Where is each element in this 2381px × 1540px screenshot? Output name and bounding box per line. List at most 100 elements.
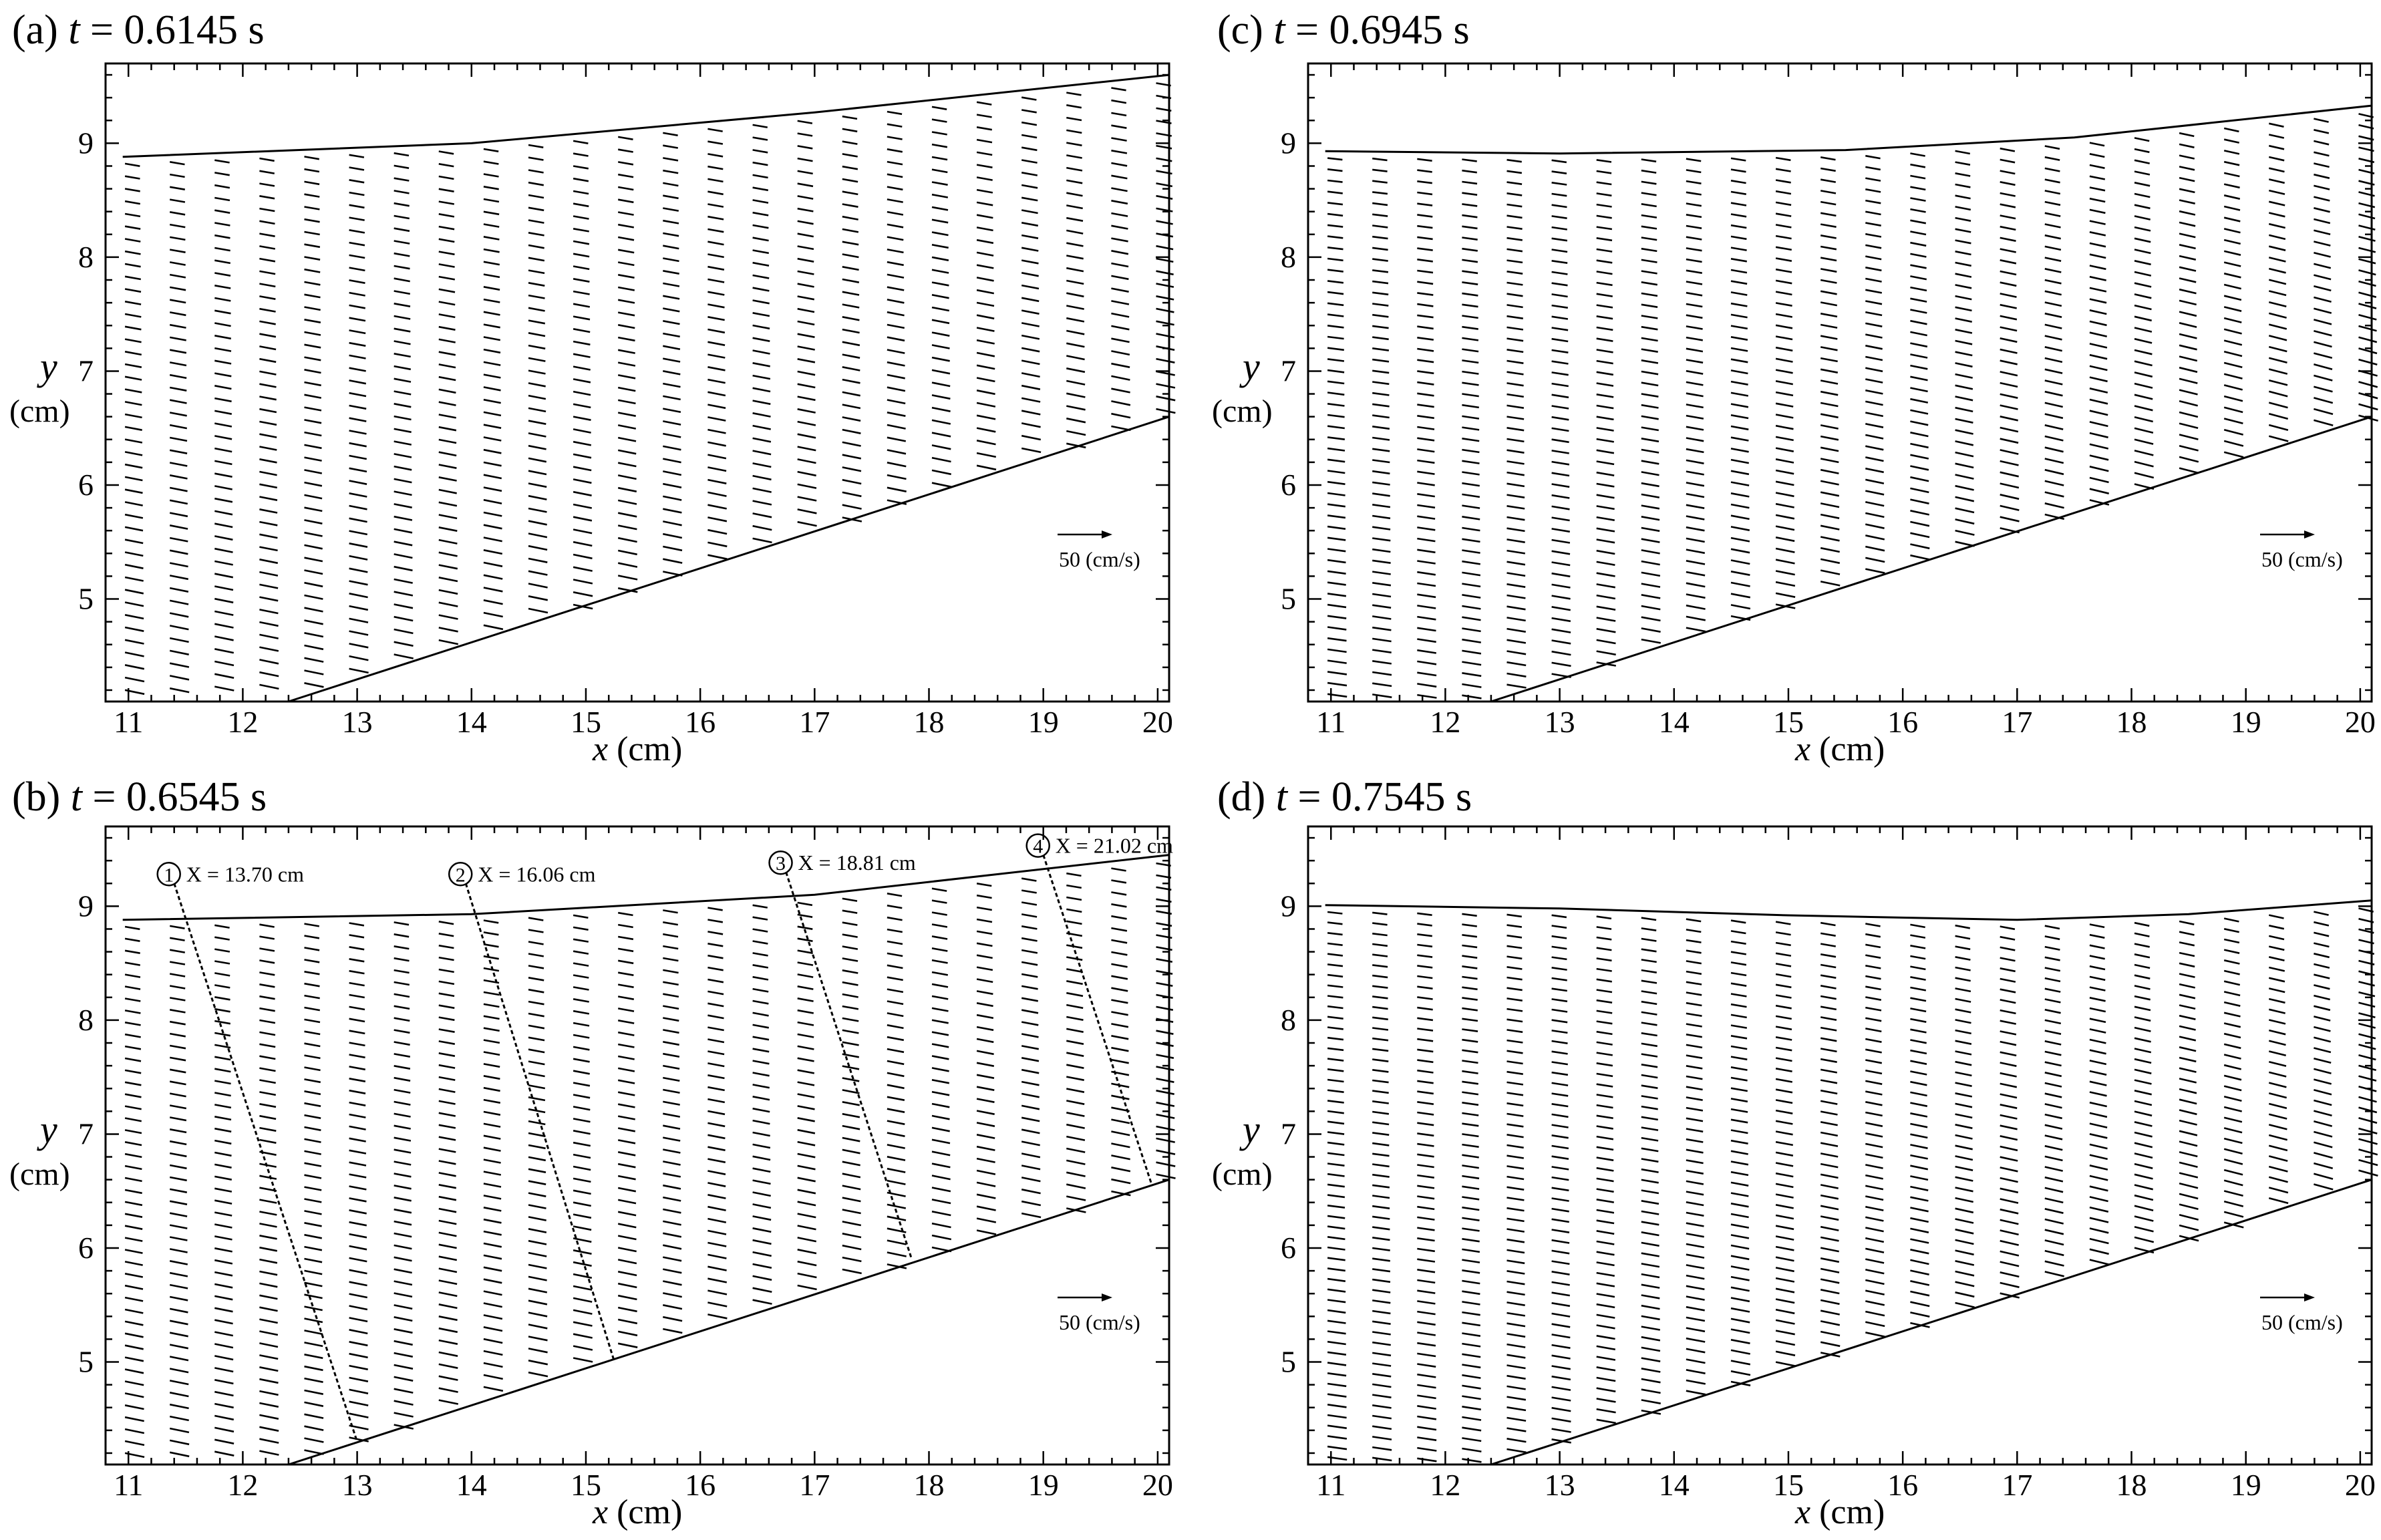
velocity-vector — [1551, 516, 1570, 522]
velocity-vector — [1686, 526, 1705, 532]
velocity-vector — [214, 960, 230, 965]
velocity-vector — [349, 1412, 369, 1418]
velocity-vector — [752, 1263, 772, 1269]
velocity-vector — [1462, 1238, 1480, 1243]
velocity-vector — [1021, 422, 1041, 428]
velocity-vector — [617, 1318, 638, 1325]
velocity-vector — [393, 1124, 411, 1130]
velocity-vector — [1955, 317, 1972, 323]
velocity-vector — [1955, 1187, 1973, 1193]
velocity-vector — [1506, 1385, 1526, 1390]
velocity-vector — [617, 512, 637, 518]
velocity-vector — [1506, 924, 1523, 928]
velocity-vector — [2044, 935, 2060, 941]
velocity-vector — [2179, 1109, 2197, 1116]
velocity-vector — [1066, 204, 1083, 210]
velocity-vector — [1156, 1066, 1174, 1071]
velocity-vector — [887, 1144, 905, 1149]
velocity-vector — [214, 1175, 232, 1181]
velocity-vector — [259, 1055, 276, 1060]
velocity-vector — [1372, 985, 1388, 989]
velocity-vector — [1551, 1197, 1569, 1202]
velocity-vector — [1506, 516, 1525, 521]
velocity-vector — [438, 401, 456, 406]
velocity-vector — [1641, 1116, 1659, 1121]
velocity-vector — [2089, 1196, 2108, 1203]
velocity-vector — [1372, 637, 1392, 643]
velocity-vector — [2134, 1037, 2151, 1043]
velocity-vector — [1417, 1006, 1433, 1011]
velocity-vector — [1372, 448, 1390, 452]
velocity-vector — [1820, 943, 1837, 947]
velocity-vector — [528, 1120, 546, 1126]
velocity-vector — [797, 1284, 817, 1291]
velocity-vector — [214, 1187, 232, 1193]
velocity-vector — [842, 454, 862, 460]
velocity-vector — [2000, 158, 2016, 164]
velocity-vector — [2089, 432, 2108, 438]
velocity-vector — [1910, 1018, 1927, 1023]
velocity-vector — [1066, 392, 1086, 398]
velocity-vector — [1820, 1247, 1839, 1253]
velocity-vector — [393, 933, 410, 938]
velocity-vector — [1955, 474, 1974, 480]
velocity-vector — [1596, 382, 1614, 387]
velocity-vector — [2314, 296, 2332, 303]
velocity-vector — [752, 299, 770, 305]
velocity-vector — [1021, 1116, 1040, 1122]
velocity-vector — [931, 218, 949, 224]
velocity-vector — [573, 591, 593, 597]
velocity-vector — [304, 632, 324, 638]
velocity-vector — [1417, 392, 1434, 397]
velocity-vector — [1686, 1390, 1706, 1396]
velocity-vector — [887, 1048, 905, 1054]
velocity-vector — [2358, 1159, 2378, 1167]
velocity-vector — [1641, 990, 1657, 995]
velocity-vector — [1910, 1280, 1930, 1286]
velocity-vector — [617, 436, 637, 442]
velocity-vector — [304, 431, 322, 437]
velocity-vector — [1641, 538, 1660, 543]
velocity-vector — [1641, 214, 1657, 218]
velocity-vector — [707, 1122, 726, 1128]
velocity-vector — [797, 1033, 814, 1038]
velocity-vector — [124, 1237, 143, 1242]
velocity-vector — [1506, 1438, 1527, 1443]
velocity-vector — [1372, 1425, 1392, 1430]
velocity-vector — [976, 978, 993, 983]
velocity-vector — [393, 340, 411, 345]
velocity-vector — [1551, 583, 1571, 589]
velocity-vector — [1327, 480, 1345, 485]
velocity-vector — [2358, 1096, 2377, 1103]
velocity-vector — [2000, 203, 2016, 208]
y-tick-label: 7 — [1281, 353, 1296, 388]
velocity-vector — [1775, 1235, 1794, 1241]
velocity-vector — [752, 512, 772, 518]
velocity-vector — [169, 1224, 188, 1229]
velocity-vector — [1955, 1008, 1971, 1014]
velocity-vector — [1686, 1054, 1703, 1059]
velocity-vector — [1372, 1373, 1392, 1378]
velocity-vector — [1910, 1008, 1927, 1013]
velocity-vector — [617, 1103, 635, 1108]
velocity-vector — [438, 225, 455, 230]
velocity-vector — [707, 1050, 725, 1056]
velocity-vector — [887, 462, 907, 468]
velocity-vector — [1955, 216, 1971, 222]
velocity-vector — [752, 975, 769, 981]
velocity-vector — [1506, 1134, 1524, 1138]
velocity-vector — [214, 1092, 231, 1097]
velocity-vector — [1417, 1111, 1434, 1116]
x-axis-unit: (cm) — [608, 1493, 683, 1531]
velocity-vector — [2223, 949, 2240, 954]
y-tick-label: 9 — [78, 889, 94, 923]
velocity-vector — [1111, 212, 1128, 217]
velocity-vector — [1506, 617, 1526, 622]
velocity-vector — [573, 365, 591, 371]
velocity-vector — [1372, 571, 1391, 575]
velocity-vector — [438, 1231, 457, 1237]
velocity-vector — [1462, 1165, 1479, 1169]
velocity-vector — [1730, 347, 1748, 352]
velocity-vector — [1462, 1406, 1481, 1410]
y-axis-unit: (cm) — [1212, 394, 1273, 429]
